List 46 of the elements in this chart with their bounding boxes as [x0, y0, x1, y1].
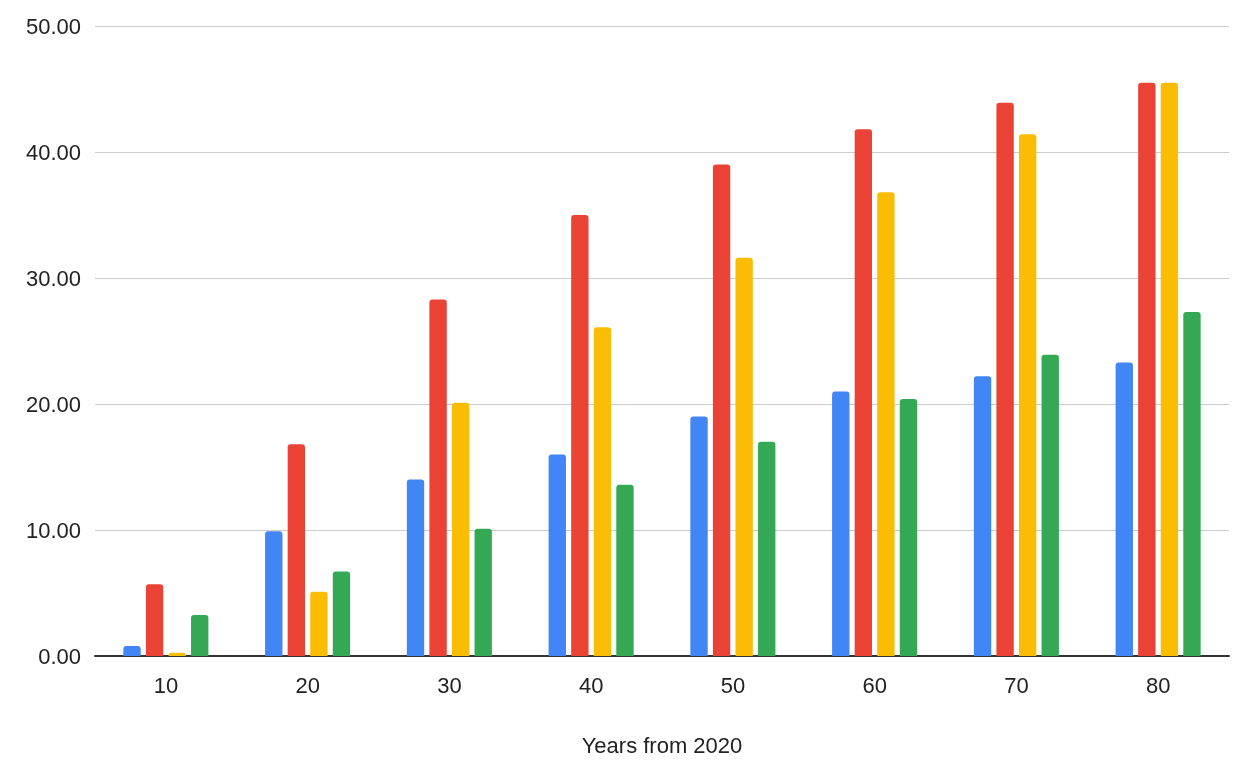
bar: [973, 376, 992, 656]
bar: [474, 528, 492, 656]
bar: [429, 299, 447, 656]
bar: [287, 444, 306, 656]
x-tick-label: 20: [295, 672, 320, 698]
bar: [854, 129, 873, 656]
bar: [735, 257, 753, 656]
y-tick-label: 40.00: [25, 139, 81, 165]
x-tick-label: 70: [1004, 672, 1029, 698]
x-tick-label: 10: [153, 672, 179, 698]
bar: [1115, 362, 1133, 656]
bar: [1018, 134, 1037, 656]
bar: [310, 591, 328, 656]
bar: [548, 454, 566, 656]
bar: [996, 102, 1014, 656]
bar: [1138, 82, 1156, 656]
bar: [832, 391, 850, 656]
y-tick-label: 20.00: [25, 391, 81, 417]
bar: [899, 398, 918, 656]
bar: [123, 645, 141, 656]
bar: [593, 327, 612, 656]
y-tick-label: 10.00: [25, 517, 81, 543]
x-tick-label: 80: [1145, 672, 1171, 698]
bar: [406, 479, 425, 656]
bar: [758, 441, 776, 656]
x-tick-label: 40: [578, 672, 604, 698]
bar: [712, 164, 731, 656]
y-tick-label: 30.00: [25, 265, 81, 291]
x-tick-label: 60: [862, 672, 887, 698]
bar: [1160, 82, 1179, 656]
bar: [690, 416, 708, 656]
bar: [332, 571, 351, 656]
y-tick-label: 0.00: [38, 643, 81, 669]
bar: [191, 615, 209, 656]
x-tick-label: 30: [437, 672, 462, 698]
bar: [571, 215, 589, 656]
bar: [616, 484, 634, 656]
bar: [145, 584, 164, 656]
bar: [877, 192, 895, 656]
bar: [265, 531, 283, 656]
y-tick-label: 50.00: [25, 13, 81, 39]
bar: [1183, 312, 1201, 656]
bar: [1041, 354, 1059, 656]
x-tick-label: 50: [720, 672, 746, 698]
x-axis-title: Years from 2020: [581, 732, 743, 758]
bar: [451, 402, 470, 656]
